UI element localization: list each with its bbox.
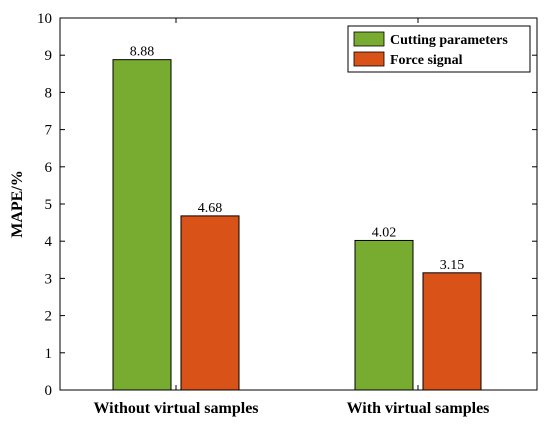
- bars: [112, 59, 482, 391]
- y-tick-label: 2: [45, 309, 53, 325]
- y-tick-label: 8: [45, 85, 53, 101]
- bar-force-signal-with-virtual-samples: [422, 272, 482, 391]
- y-tick-label: 0: [45, 383, 53, 399]
- value-label: 4.02: [372, 225, 397, 240]
- y-tick-label: 1: [45, 346, 53, 362]
- bar-cutting-parameters-with-virtual-samples: [354, 239, 414, 391]
- legend-swatch-force-signal: [353, 51, 385, 67]
- y-axis-label: MAPE/%: [9, 170, 26, 238]
- bar-cutting-parameters-without-virtual-samples: [112, 59, 172, 391]
- y-tick-label: 10: [37, 11, 52, 27]
- x-axis: Without virtual samples With virtual samp…: [93, 18, 489, 417]
- bar-force-signal-without-virtual-samples: [180, 215, 240, 391]
- legend: Cutting parameters Force signal: [347, 25, 531, 73]
- legend-swatch-cutting-parameters: [353, 31, 385, 47]
- x-tick-label: Without virtual samples: [93, 400, 258, 417]
- y-tick-label: 9: [45, 48, 53, 64]
- y-tick-label: 5: [45, 197, 53, 213]
- y-tick-label: 4: [45, 234, 53, 250]
- y-axis: 0 1 2 3 4 5 6 7 8 9 10: [37, 11, 537, 399]
- legend-label-cutting-parameters: Cutting parameters: [390, 33, 508, 48]
- value-labels: 8.88 4.68 4.02 3.15: [130, 45, 465, 273]
- value-label: 4.68: [198, 201, 223, 216]
- y-tick-label: 7: [45, 123, 53, 139]
- legend-label-force-signal: Force signal: [390, 53, 463, 68]
- x-tick-label: With virtual samples: [347, 400, 490, 417]
- y-tick-label: 3: [45, 271, 53, 287]
- value-label: 8.88: [130, 45, 155, 60]
- y-tick-label: 6: [45, 160, 53, 176]
- value-label: 3.15: [440, 258, 465, 273]
